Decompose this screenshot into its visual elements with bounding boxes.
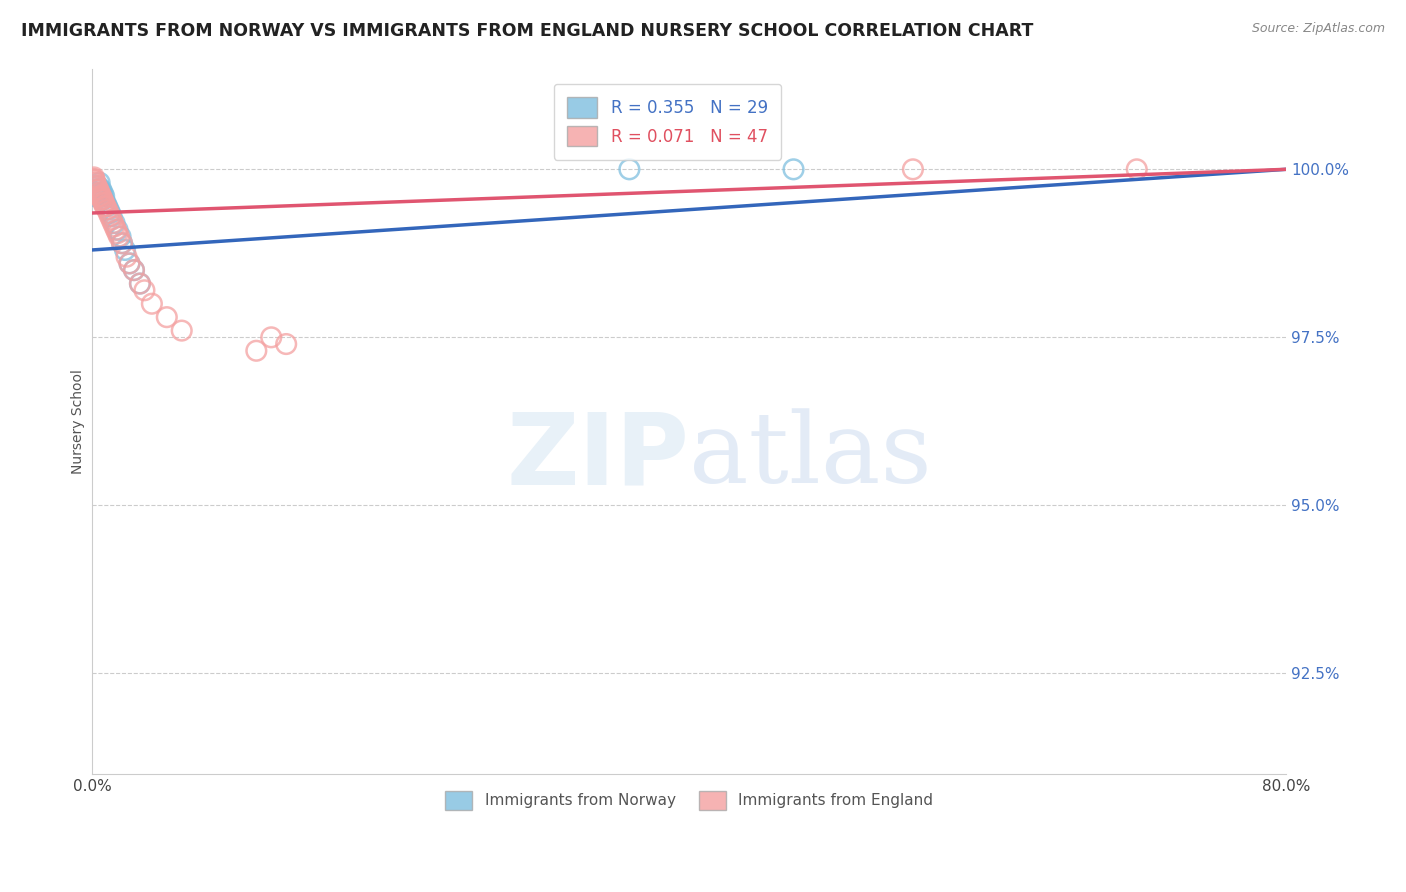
Point — [93, 189, 115, 203]
Point — [98, 210, 121, 224]
Point — [84, 179, 107, 194]
Point — [86, 182, 108, 196]
Y-axis label: Nursery School: Nursery School — [72, 369, 86, 474]
Point — [156, 310, 179, 325]
Point — [89, 187, 111, 202]
Point — [96, 199, 118, 213]
Point — [141, 296, 163, 310]
Point — [89, 186, 111, 200]
Point — [86, 182, 108, 196]
Point — [111, 236, 134, 251]
Point — [260, 330, 283, 344]
Point — [94, 199, 117, 213]
Point — [105, 223, 128, 237]
Point — [83, 174, 105, 188]
Point — [276, 337, 298, 351]
Point — [86, 179, 108, 194]
Point — [107, 223, 129, 237]
Point — [91, 186, 114, 200]
Point — [87, 179, 110, 194]
Point — [97, 206, 120, 220]
Point — [83, 172, 105, 186]
Point — [90, 182, 112, 196]
Text: ZIP: ZIP — [506, 409, 689, 505]
Point — [118, 256, 141, 270]
Point — [90, 189, 112, 203]
Point — [129, 277, 152, 291]
Point — [93, 195, 115, 210]
Point — [108, 229, 131, 244]
Point — [87, 182, 110, 196]
Point — [87, 184, 110, 198]
Point — [97, 202, 120, 217]
Point — [93, 193, 115, 207]
Text: IMMIGRANTS FROM NORWAY VS IMMIGRANTS FROM ENGLAND NURSERY SCHOOL CORRELATION CHA: IMMIGRANTS FROM NORWAY VS IMMIGRANTS FRO… — [21, 22, 1033, 40]
Point — [94, 195, 117, 210]
Point — [90, 190, 112, 204]
Point — [90, 193, 112, 207]
Point — [122, 263, 145, 277]
Point — [86, 182, 108, 196]
Point — [84, 177, 107, 191]
Point — [98, 206, 121, 220]
Point — [110, 229, 132, 244]
Point — [103, 219, 125, 234]
Point — [86, 181, 108, 195]
Point — [87, 186, 110, 200]
Point — [83, 170, 105, 185]
Point — [100, 210, 122, 224]
Point — [901, 162, 924, 177]
Point — [94, 199, 117, 213]
Point — [83, 172, 105, 186]
Point — [1125, 162, 1147, 177]
Point — [87, 182, 110, 196]
Point — [90, 189, 112, 203]
Point — [103, 216, 125, 230]
Point — [91, 193, 114, 207]
Text: Source: ZipAtlas.com: Source: ZipAtlas.com — [1251, 22, 1385, 36]
Point — [96, 202, 118, 217]
Point — [245, 343, 267, 358]
Point — [118, 256, 141, 270]
Point — [170, 324, 193, 338]
Point — [94, 195, 117, 210]
Point — [115, 250, 138, 264]
Point — [129, 277, 152, 291]
Point — [107, 226, 129, 240]
Point — [114, 243, 136, 257]
Point — [100, 212, 122, 227]
Point — [111, 236, 134, 251]
Point — [782, 162, 804, 177]
Point — [84, 189, 107, 203]
Point — [93, 195, 115, 210]
Point — [134, 283, 156, 297]
Point — [89, 189, 111, 203]
Legend: Immigrants from Norway, Immigrants from England: Immigrants from Norway, Immigrants from … — [439, 785, 939, 816]
Point — [89, 186, 111, 200]
Point — [89, 176, 111, 190]
Point — [101, 216, 124, 230]
Point — [122, 263, 145, 277]
Point — [84, 186, 107, 200]
Point — [84, 176, 107, 190]
Text: atlas: atlas — [689, 409, 932, 505]
Point — [619, 162, 641, 177]
